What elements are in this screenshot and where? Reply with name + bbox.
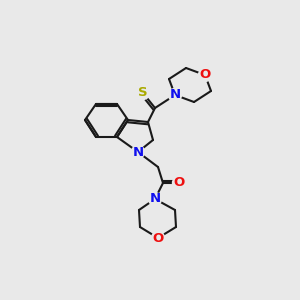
- Circle shape: [148, 193, 161, 206]
- Text: N: N: [149, 193, 161, 206]
- Text: N: N: [132, 146, 144, 158]
- Circle shape: [136, 86, 149, 100]
- Text: O: O: [173, 176, 184, 190]
- Circle shape: [199, 68, 212, 82]
- Circle shape: [172, 176, 185, 190]
- Text: S: S: [138, 86, 148, 100]
- Text: O: O: [152, 232, 164, 244]
- Text: N: N: [169, 88, 181, 101]
- Circle shape: [152, 232, 164, 244]
- Text: O: O: [200, 68, 211, 82]
- Circle shape: [169, 88, 182, 101]
- Circle shape: [131, 146, 145, 158]
